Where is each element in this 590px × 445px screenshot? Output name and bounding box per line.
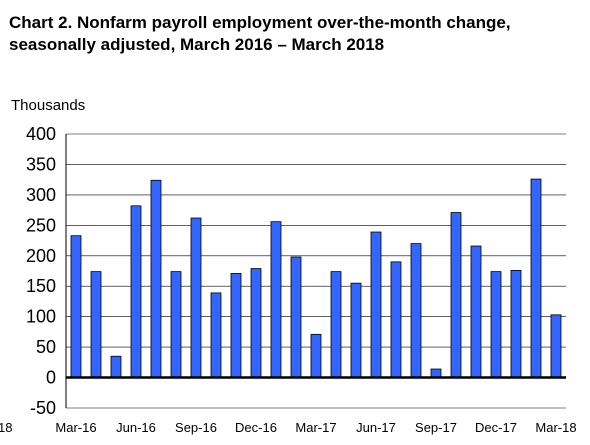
x-tick-labels: Mar-16 Jun-16 Sep-16 Dec-16 Mar-17 Jun-17 Sep-… [55, 420, 576, 435]
bar-Jun-16 [130, 205, 142, 378]
chart-title: Chart 2. Nonfarm payroll employment over… [9, 12, 584, 56]
bar-Aug-17 [410, 243, 422, 378]
y-tick-label: 400 [26, 124, 56, 144]
y-tick-label: 350 [26, 154, 56, 174]
bar-Apr-16 [90, 271, 102, 378]
bar-May-16 [110, 355, 122, 378]
axes [65, 134, 566, 408]
x-tick-label-Jun-16: Jun-16 [116, 420, 156, 435]
x-tick-label-Jun-17: Jun-17 [356, 420, 396, 435]
bar-Feb-18 [530, 178, 542, 378]
y-tick-labels: -50 0 50 100 150 200 250 300 350 400 [26, 124, 56, 418]
bar-Jul-16 [150, 179, 162, 378]
y-tick-label: 0 [46, 368, 56, 388]
y-tick-label: 200 [26, 246, 56, 266]
x-tick-label-Sep-16: Sep-16 [175, 420, 217, 435]
chart-title-line-2: seasonally adjusted, March 2016 – March … [9, 35, 385, 54]
bar-Oct-16 [210, 292, 222, 378]
bar-Jan-18 [510, 269, 522, 378]
bar-Aug-16 [170, 271, 182, 378]
x-tick-label-Mar-17: Mar-17 [295, 420, 336, 435]
chart-title-line-1: Chart 2. Nonfarm payroll employment over… [9, 13, 511, 32]
bar-Feb-17 [290, 256, 302, 378]
bar-Mar-16 [70, 235, 82, 378]
y-tick-label: 50 [36, 337, 56, 357]
bar-Nov-16 [230, 273, 242, 378]
bar-Dec-16 [250, 268, 262, 378]
clipped-x-label: 18 [0, 420, 12, 435]
x-tick-label-Dec-16: Dec-16 [235, 420, 277, 435]
x-tick-label-Dec-17: Dec-17 [475, 420, 517, 435]
bars [70, 178, 562, 378]
bar-Mar-18 [550, 314, 562, 378]
bar-Dec-17 [490, 271, 502, 378]
bar-Oct-17 [450, 212, 462, 378]
gridlines [66, 133, 566, 409]
y-axis-title: Thousands [11, 97, 85, 114]
bar-Nov-17 [470, 245, 482, 378]
bar-Jun-17 [370, 231, 382, 378]
bar-Apr-17 [330, 271, 342, 378]
x-tick-label-Mar-18: Mar-18 [535, 420, 576, 435]
x-tick-label-Mar-16: Mar-16 [55, 420, 96, 435]
x-tick-label-Sep-17: Sep-17 [415, 420, 457, 435]
y-tick-label: 150 [26, 276, 56, 296]
bar-May-17 [350, 282, 362, 378]
bar-Sep-17 [430, 368, 442, 378]
y-tick-label: 300 [26, 185, 56, 205]
bar-Mar-17 [310, 333, 322, 378]
y-tick-label: 100 [26, 307, 56, 327]
bar-Jul-17 [390, 261, 402, 378]
y-tick-label: 250 [26, 215, 56, 235]
bar-Sep-16 [190, 217, 202, 378]
bar-Jan-17 [270, 221, 282, 378]
y-tick-label: -50 [30, 398, 56, 418]
